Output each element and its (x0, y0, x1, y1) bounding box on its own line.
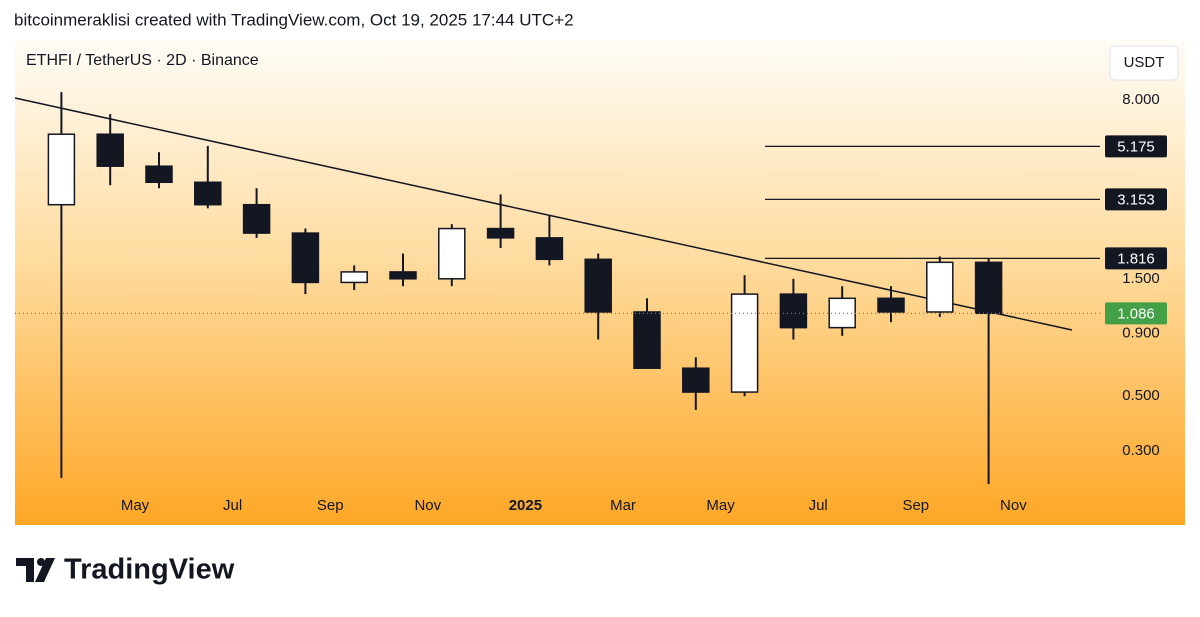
x-tick-label: Sep (317, 497, 344, 514)
candle-body (194, 181, 222, 206)
x-tick-label: Nov (414, 497, 441, 514)
candle-body (438, 227, 466, 280)
trendline (14, 97, 1073, 331)
candle-body (340, 271, 368, 284)
y-tick-label: 8.000 (1122, 91, 1160, 108)
currency: USDT (1124, 54, 1165, 71)
candle-body (486, 227, 515, 239)
candle-body (535, 237, 564, 261)
candle-body (389, 271, 417, 280)
y-tick-label: 0.300 (1122, 442, 1160, 459)
x-tick-label: Nov (1000, 497, 1027, 514)
level-label: 1.816 (1117, 250, 1155, 267)
candle-body (291, 232, 320, 284)
currency-box (1109, 45, 1179, 81)
brand: TradingView (64, 554, 235, 586)
candle-body (974, 261, 1003, 315)
chart-title: ETHFI / TetherUS · 2D · Binance (26, 52, 259, 69)
brand-logo (16, 558, 55, 582)
y-tick-label: 0.500 (1122, 387, 1160, 404)
level-label: 3.153 (1117, 191, 1155, 208)
x-tick-label: 2025 (509, 497, 542, 514)
candle-body (145, 165, 173, 184)
x-tick-label: Mar (610, 497, 636, 514)
x-tick-label: May (706, 497, 735, 514)
last-price-label: 1.086 (1117, 305, 1155, 322)
candle-body (877, 297, 905, 313)
candle-body (47, 133, 76, 206)
x-tick-label: Jul (809, 497, 828, 514)
candle-body (682, 367, 710, 393)
candle-body (926, 261, 954, 313)
candle-body (96, 133, 124, 167)
candle-body (633, 311, 661, 369)
level-label-box (1105, 247, 1167, 270)
x-tick-label: Sep (902, 497, 929, 514)
candle-body (779, 293, 808, 329)
caption: bitcoinmeraklisi created with TradingVie… (14, 10, 574, 29)
level-label-box (1105, 135, 1167, 158)
y-tick-label: 1.500 (1122, 270, 1160, 287)
level-label-box (1105, 188, 1167, 211)
level-label: 5.175 (1117, 138, 1155, 155)
last-price-box (1105, 302, 1167, 325)
candle-body (828, 297, 856, 329)
x-tick-label: Jul (223, 497, 242, 514)
x-tick-label: May (121, 497, 150, 514)
candle-body (242, 203, 271, 234)
y-tick-label: 0.900 (1122, 324, 1160, 341)
candle-body (584, 258, 612, 313)
candle-body (730, 293, 759, 393)
